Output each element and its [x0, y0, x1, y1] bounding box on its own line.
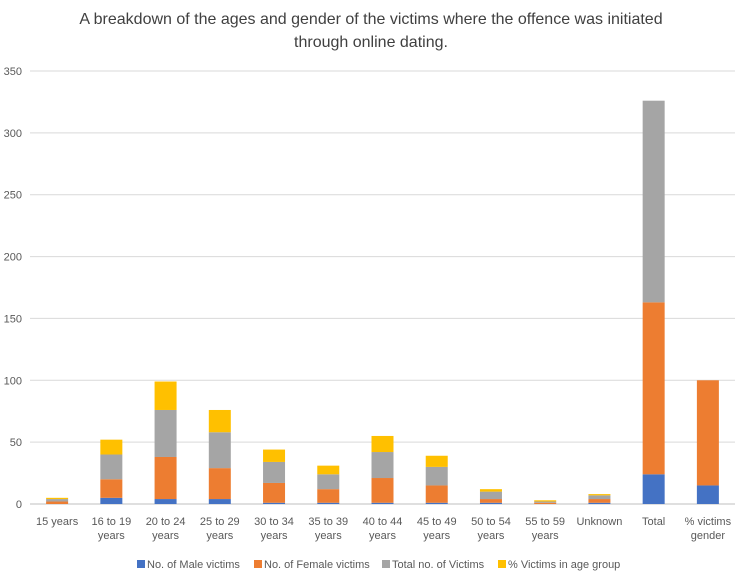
- bar-segment: [317, 502, 340, 504]
- gridlines: [30, 70, 735, 505]
- bar-segment: [479, 499, 502, 503]
- x-category-label: years: [478, 530, 505, 542]
- bar-segment: [100, 439, 123, 455]
- x-category-label: years: [532, 530, 559, 542]
- bar-segment: [534, 502, 557, 504]
- bar-segment: [46, 497, 69, 500]
- bar-segment: [425, 502, 448, 504]
- legend-label: % Victims in age group: [508, 559, 620, 571]
- bar-segment: [588, 499, 611, 503]
- chart-title-line: through online dating.: [294, 34, 448, 51]
- legend-label: Total no. of Victims: [392, 559, 485, 571]
- x-category-label: 35 to 39: [308, 516, 348, 528]
- legend-swatch: [254, 560, 262, 568]
- bar-segment: [479, 491, 502, 500]
- y-tick-label: 100: [4, 375, 22, 387]
- bar-segment: [425, 485, 448, 503]
- x-category-label: years: [98, 530, 125, 542]
- bar-segment: [208, 499, 231, 504]
- bar-segment: [588, 494, 611, 496]
- x-category-label: years: [206, 530, 233, 542]
- bar-segment: [479, 502, 502, 504]
- bar-segment: [534, 501, 557, 503]
- bar-segment: [479, 489, 502, 492]
- bar-segment: [317, 474, 340, 490]
- y-tick-label: 350: [4, 66, 22, 78]
- x-category-label: 55 to 59: [525, 516, 565, 528]
- bar-segment: [46, 499, 69, 502]
- x-category-label: % victims: [685, 516, 732, 528]
- x-category-label: 25 to 29: [200, 516, 240, 528]
- legend-swatch: [137, 560, 145, 568]
- x-category-label: years: [315, 530, 342, 542]
- bar-segment: [154, 499, 177, 504]
- y-tick-label: 300: [4, 128, 22, 140]
- x-category-label: years: [261, 530, 288, 542]
- bar-segment: [317, 489, 340, 503]
- x-category-label: years: [369, 530, 396, 542]
- x-category-label: 50 to 54: [471, 516, 511, 528]
- bar-segment: [154, 381, 177, 410]
- bar-segment: [263, 502, 286, 504]
- x-category-label: gender: [691, 530, 726, 542]
- bar-segment: [208, 409, 231, 433]
- bar-segment: [263, 449, 286, 462]
- bar-segment: [371, 502, 394, 504]
- legend-label: No. of Male victims: [147, 559, 240, 571]
- bar-segment: [425, 455, 448, 467]
- bar-segment: [642, 302, 665, 475]
- bar-segment: [100, 454, 123, 480]
- bar-segment: [642, 474, 665, 504]
- x-category-label: Total: [642, 516, 665, 528]
- x-category-label: 16 to 19: [91, 516, 131, 528]
- bar-segment: [588, 502, 611, 504]
- bar-segment: [534, 500, 557, 502]
- chart-title-line: A breakdown of the ages and gender of th…: [79, 11, 662, 28]
- x-category-label: 40 to 44: [363, 516, 403, 528]
- legend: No. of Male victims No. of Female victims…: [137, 559, 620, 571]
- bar-segment: [100, 479, 123, 498]
- bar-segment: [425, 466, 448, 486]
- bar-segment: [588, 495, 611, 500]
- x-category-label: years: [423, 530, 450, 542]
- bar-segment: [317, 465, 340, 475]
- bar-segment: [208, 468, 231, 500]
- bar-segment: [371, 478, 394, 503]
- x-category-label: 30 to 34: [254, 516, 294, 528]
- bar-segment: [46, 501, 69, 504]
- bar-segment: [696, 380, 719, 486]
- chart-title: A breakdown of the ages and gender of th…: [79, 11, 662, 51]
- bar-segment: [263, 482, 286, 503]
- x-category-label: 15 years: [36, 516, 79, 528]
- bar-segment: [371, 452, 394, 479]
- x-category-label: 45 to 49: [417, 516, 457, 528]
- bar-segment: [263, 461, 286, 483]
- y-tick-label: 50: [10, 437, 22, 449]
- bar-segment: [208, 432, 231, 469]
- bar-segment: [154, 456, 177, 500]
- y-axis-ticks: 0 50 100 150 200 250 300 350: [4, 66, 22, 511]
- y-tick-label: 250: [4, 190, 22, 202]
- y-tick-label: 150: [4, 313, 22, 325]
- x-category-label: Unknown: [576, 516, 622, 528]
- x-axis-labels: 15 years 16 to 19 years 20 to 24 years 25 to …: [36, 516, 732, 542]
- bar-segment: [642, 100, 665, 303]
- y-tick-label: 0: [16, 499, 22, 511]
- bar-segment: [696, 485, 719, 504]
- x-category-label: 20 to 24: [146, 516, 186, 528]
- bar-segment: [371, 435, 394, 453]
- legend-label: No. of Female victims: [264, 559, 370, 571]
- legend-swatch: [498, 560, 506, 568]
- bars: [46, 100, 719, 504]
- x-category-label: years: [152, 530, 179, 542]
- bar-segment: [100, 497, 123, 504]
- y-tick-label: 200: [4, 252, 22, 264]
- legend-swatch: [382, 560, 390, 568]
- bar-segment: [154, 409, 177, 457]
